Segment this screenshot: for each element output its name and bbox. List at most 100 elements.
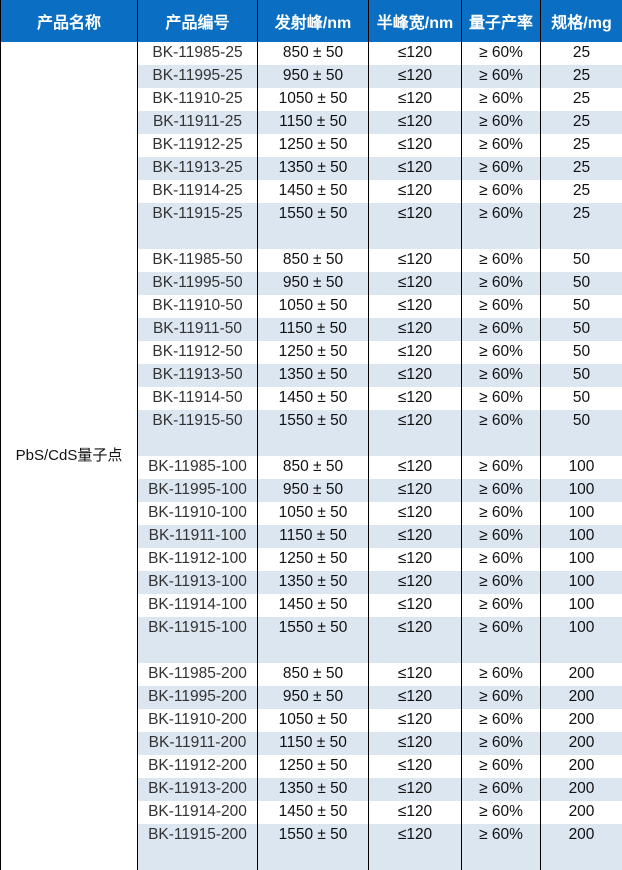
qy-cell: ≥ 60% [462,341,541,364]
emission-cell: 1450 ± 50 [258,387,369,410]
emission-cell: 1150 ± 50 [258,525,369,548]
qy-cell: ≥ 60% [462,318,541,341]
code-cell: BK-11913-25 [138,157,258,180]
emission-cell: 1550 ± 50 [258,617,369,663]
fwhm-cell: ≤120 [369,295,462,318]
fwhm-cell: ≤120 [369,364,462,387]
size-cell: 200 [541,686,622,709]
emission-cell: 1550 ± 50 [258,410,369,456]
size-cell: 25 [541,42,622,65]
code-cell: BK-11910-50 [138,295,258,318]
code-cell: BK-11915-100 [138,617,258,663]
fwhm-cell: ≤120 [369,134,462,157]
qy-cell: ≥ 60% [462,548,541,571]
emission-cell: 1050 ± 50 [258,88,369,111]
size-cell: 200 [541,709,622,732]
code-cell: BK-11985-25 [138,42,258,65]
qy-cell: ≥ 60% [462,732,541,755]
product-name-cell: PbS/CdS量子点 [1,42,138,870]
emission-cell: 850 ± 50 [258,456,369,479]
emission-cell: 1050 ± 50 [258,295,369,318]
emission-cell: 1350 ± 50 [258,778,369,801]
fwhm-cell: ≤120 [369,663,462,686]
code-cell: BK-11914-100 [138,594,258,617]
emission-cell: 1450 ± 50 [258,180,369,203]
emission-cell: 1350 ± 50 [258,157,369,180]
qy-cell: ≥ 60% [462,295,541,318]
size-cell: 200 [541,663,622,686]
header-fwhm: 半峰宽/nm [369,0,462,42]
size-cell: 25 [541,134,622,157]
qy-cell: ≥ 60% [462,111,541,134]
emission-cell: 1250 ± 50 [258,548,369,571]
fwhm-cell: ≤120 [369,479,462,502]
fwhm-cell: ≤120 [369,249,462,272]
emission-cell: 1250 ± 50 [258,755,369,778]
size-cell: 50 [541,295,622,318]
size-cell: 100 [541,617,622,663]
code-cell: BK-11913-50 [138,364,258,387]
qy-cell: ≥ 60% [462,364,541,387]
emission-cell: 1150 ± 50 [258,732,369,755]
qy-cell: ≥ 60% [462,479,541,502]
fwhm-cell: ≤120 [369,594,462,617]
qy-cell: ≥ 60% [462,203,541,249]
emission-cell: 950 ± 50 [258,479,369,502]
qy-cell: ≥ 60% [462,709,541,732]
fwhm-cell: ≤120 [369,801,462,824]
size-cell: 50 [541,341,622,364]
size-cell: 200 [541,755,622,778]
qy-cell: ≥ 60% [462,778,541,801]
fwhm-cell: ≤120 [369,180,462,203]
code-cell: BK-11995-200 [138,686,258,709]
emission-cell: 950 ± 50 [258,272,369,295]
emission-cell: 1050 ± 50 [258,502,369,525]
fwhm-cell: ≤120 [369,387,462,410]
qy-cell: ≥ 60% [462,686,541,709]
fwhm-cell: ≤120 [369,778,462,801]
fwhm-cell: ≤120 [369,571,462,594]
size-cell: 100 [541,479,622,502]
qy-cell: ≥ 60% [462,157,541,180]
emission-cell: 1050 ± 50 [258,709,369,732]
fwhm-cell: ≤120 [369,157,462,180]
code-cell: BK-11995-100 [138,479,258,502]
size-cell: 25 [541,203,622,249]
code-cell: BK-11912-25 [138,134,258,157]
qy-cell: ≥ 60% [462,571,541,594]
fwhm-cell: ≤120 [369,732,462,755]
header-quantum-yield: 量子产率 [462,0,541,42]
fwhm-cell: ≤120 [369,617,462,663]
code-cell: BK-11912-200 [138,755,258,778]
qy-cell: ≥ 60% [462,456,541,479]
size-cell: 100 [541,525,622,548]
size-cell: 25 [541,180,622,203]
fwhm-cell: ≤120 [369,341,462,364]
header-emission-peak: 发射峰/nm [258,0,369,42]
fwhm-cell: ≤120 [369,502,462,525]
fwhm-cell: ≤120 [369,686,462,709]
size-cell: 200 [541,801,622,824]
fwhm-cell: ≤120 [369,755,462,778]
size-cell: 100 [541,571,622,594]
size-cell: 25 [541,88,622,111]
size-cell: 100 [541,594,622,617]
fwhm-cell: ≤120 [369,272,462,295]
code-cell: BK-11995-50 [138,272,258,295]
emission-cell: 850 ± 50 [258,249,369,272]
header-product-name: 产品名称 [1,0,138,42]
qy-cell: ≥ 60% [462,617,541,663]
code-cell: BK-11995-25 [138,65,258,88]
qy-cell: ≥ 60% [462,272,541,295]
size-cell: 50 [541,318,622,341]
size-cell: 100 [541,502,622,525]
size-cell: 100 [541,456,622,479]
fwhm-cell: ≤120 [369,824,462,870]
code-cell: BK-11912-50 [138,341,258,364]
size-cell: 200 [541,778,622,801]
size-cell: 50 [541,410,622,456]
header-row: 产品名称 产品编号 发射峰/nm 半峰宽/nm 量子产率 规格/mg [1,0,622,42]
fwhm-cell: ≤120 [369,203,462,249]
